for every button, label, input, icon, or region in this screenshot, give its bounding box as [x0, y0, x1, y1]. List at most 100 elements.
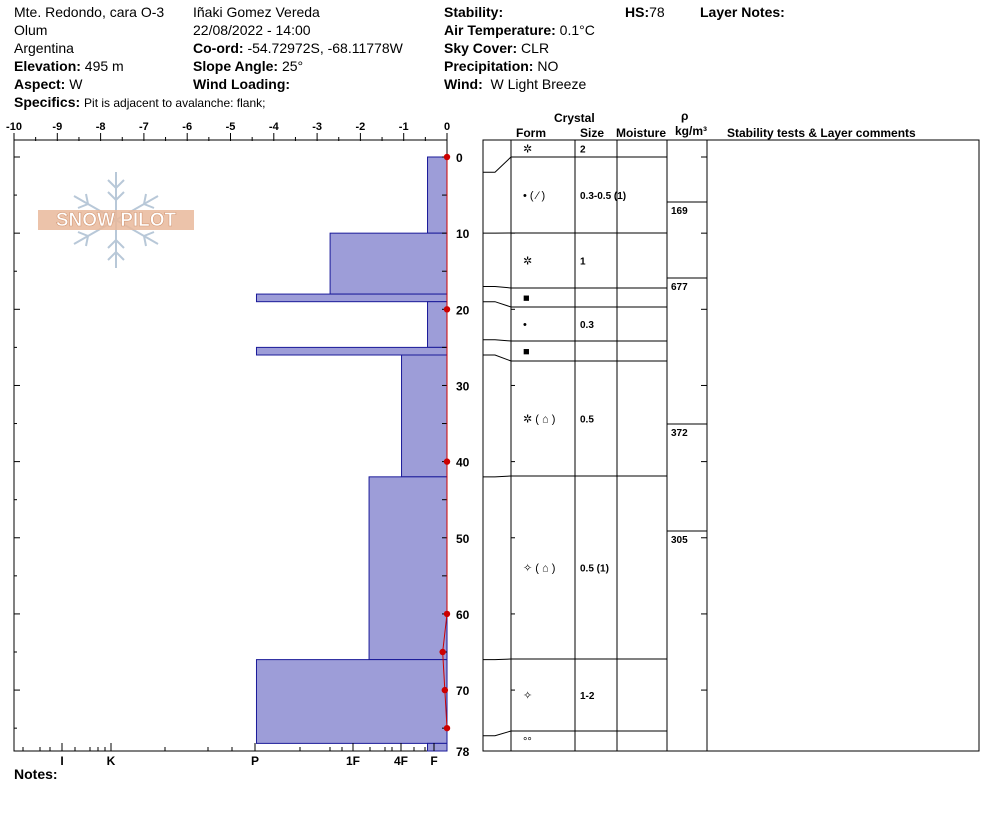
location: Mte. Redondo, cara O-3 — [14, 4, 165, 20]
logo-text: SNOW PILOT — [56, 210, 177, 231]
temp-tick-label: -9 — [52, 121, 62, 133]
hardness-bar — [255, 659, 448, 744]
depth-tick-label: 70 — [456, 684, 470, 698]
hardness-bar — [368, 476, 448, 661]
density-value: 677 — [671, 282, 688, 293]
crystal-size: 1-2 — [580, 691, 595, 702]
temperature-point — [439, 648, 446, 656]
country: Argentina — [14, 40, 74, 56]
slope-value: 25° — [281, 58, 304, 74]
hardness-tick-label: F — [430, 754, 437, 768]
elevation-value: 495 m — [84, 58, 124, 74]
aspect-label: Aspect: — [14, 76, 66, 92]
coord-label: Co-ord: — [193, 40, 244, 56]
crystal-size: 1 — [580, 257, 586, 268]
sky-value: CLR — [521, 40, 550, 56]
crystal-form: ✲ ( ⌂ ) — [523, 414, 555, 426]
temperature-point — [441, 686, 449, 694]
temperature-point — [443, 458, 451, 465]
crystal-form: ■ — [523, 346, 530, 358]
layer-connector — [483, 339, 512, 342]
precipitation: Precipitation: NO — [444, 58, 558, 74]
slope: Slope Angle: 25° — [193, 58, 303, 74]
crystal-form: ✲ — [523, 144, 532, 156]
sky-label: Sky Cover: — [444, 40, 518, 56]
air-temp: Air Temperature: 0.1°C — [444, 22, 595, 38]
hardness-tick-label: 4F — [394, 754, 408, 768]
temp-tick-label: -5 — [226, 121, 236, 133]
depth-tick-label: 30 — [456, 379, 470, 393]
temp-tick-label: -2 — [356, 121, 366, 133]
crystal-form: ■ — [523, 293, 530, 305]
temp-tick-label: -3 — [312, 121, 322, 133]
hs-value: 78 — [649, 4, 665, 20]
region: Olum — [14, 22, 48, 38]
crystal-form: ✲ — [523, 256, 532, 268]
coord: Co-ord: -54.72972S, -68.11778W — [193, 40, 403, 56]
size-header: Size — [580, 126, 605, 140]
temp-tick-label: 0 — [444, 121, 450, 133]
snowflake-icon: SNOW PILOT — [38, 172, 194, 268]
crystal-form: °° — [523, 736, 532, 748]
temp-tick-label: -7 — [139, 121, 149, 133]
crystal-header: Crystal — [554, 111, 595, 125]
depth-tick-label: 60 — [456, 608, 470, 622]
specifics-label: Specifics: — [14, 94, 81, 110]
temp-tick-label: -8 — [96, 121, 106, 133]
layer-connector — [483, 730, 512, 737]
wind-loading: Wind Loading: — [193, 76, 290, 92]
hs-label: HS: — [625, 4, 650, 20]
hardness-bar — [427, 742, 448, 752]
aspect: Aspect: W — [14, 76, 82, 92]
observer: Iñaki Gomez Vereda — [193, 4, 320, 20]
stability-label: Stability: — [444, 4, 504, 20]
wind: Wind: W Light Breeze — [444, 76, 586, 92]
temperature-point — [443, 306, 451, 313]
layer-table-frame — [482, 139, 980, 752]
hardness-tick-label: I — [60, 754, 63, 768]
hardness-bar — [255, 346, 448, 356]
density-value: 372 — [671, 428, 688, 439]
form-header: Form — [516, 126, 546, 140]
temperature-point — [443, 153, 451, 161]
hardness-tick-label: 1F — [346, 754, 360, 768]
density-unit-header: kg/m³ — [675, 124, 708, 138]
stability: Stability: — [444, 4, 503, 20]
crystal-size: 2 — [580, 145, 586, 156]
elevation: Elevation: 495 m — [14, 58, 124, 74]
layer-connector — [483, 354, 512, 362]
air-temp-value: 0.1°C — [559, 22, 595, 38]
hardness-bar — [255, 293, 448, 303]
density-value: 305 — [671, 535, 688, 546]
air-temp-label: Air Temperature: — [444, 22, 556, 38]
crystal-form: ✧ ( ⌂ ) — [523, 563, 555, 575]
specifics: Specifics: Pit is adjacent to avalanche:… — [14, 94, 265, 111]
temperature-point — [443, 610, 451, 618]
depth-tick-label: 78 — [456, 745, 470, 759]
hardness-tick-label: K — [107, 754, 116, 768]
hardness-bar — [329, 232, 448, 295]
moisture-header: Moisture — [616, 126, 667, 140]
crystal-form: • ( ⁄ ) — [523, 190, 545, 202]
wind-label: Wind: — [444, 76, 483, 92]
crystal-size: 0.3 — [580, 320, 594, 331]
snowpilot-logo: SNOW PILOT — [36, 168, 196, 272]
specifics-value: Pit is adjacent to avalanche: flank; — [84, 96, 266, 110]
hs: HS:78 — [625, 4, 665, 20]
temp-tick-label: -1 — [399, 121, 409, 133]
comments-header: Stability tests & Layer comments — [727, 126, 916, 140]
temp-tick-label: -10 — [6, 121, 22, 133]
elevation-label: Elevation: — [14, 58, 81, 74]
crystal-size: 0.5 — [580, 415, 594, 426]
slope-label: Slope Angle: — [193, 58, 279, 74]
datetime: 22/08/2022 - 14:00 — [193, 22, 311, 38]
layer-notes-label: Layer Notes: — [700, 4, 785, 20]
depth-tick-label: 40 — [456, 456, 470, 470]
depth-tick-label: 10 — [456, 227, 470, 241]
notes-label: Notes: — [14, 766, 58, 782]
crystal-size: 0.3-0.5 (1) — [580, 191, 626, 202]
temperature-point — [443, 724, 451, 732]
layer-connector — [483, 285, 512, 289]
density-value: 169 — [671, 206, 688, 217]
